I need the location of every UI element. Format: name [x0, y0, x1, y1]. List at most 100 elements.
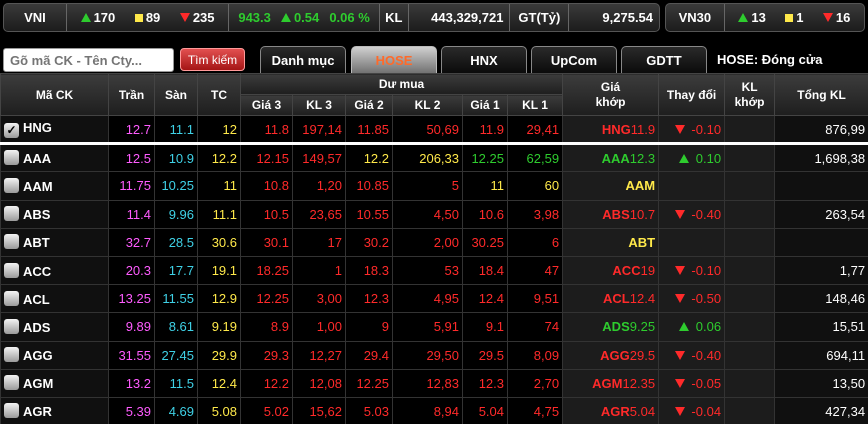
- bid-vol-2: 29,50: [392, 340, 463, 370]
- symbol-cell[interactable]: AAA: [0, 143, 109, 173]
- table-row[interactable]: AGM 13.2 11.5 12.4 12.2 12,08 12.25 12,83 12.3 2,…: [0, 368, 868, 398]
- tab-hnx[interactable]: HNX: [441, 46, 527, 74]
- bid-vol-1: 2,70: [506, 368, 564, 398]
- table-row[interactable]: AGG 31.55 27.45 29.9 29.3 12,27 29.4 29,50 29.5 8…: [0, 340, 868, 370]
- bid-vol-2: 5: [392, 171, 463, 201]
- bid-price-1: 9.1: [462, 312, 508, 342]
- checkbox-icon[interactable]: [4, 234, 19, 250]
- checkbox-icon[interactable]: [4, 290, 19, 306]
- header-symbol[interactable]: Mã CK: [0, 73, 109, 116]
- floor-price: 27.45: [154, 340, 198, 370]
- checkbox-icon[interactable]: [4, 347, 19, 363]
- table-row[interactable]: ACL 13.25 11.55 12.9 12.25 3,00 12.3 4,95 12.4 9,…: [0, 284, 868, 314]
- symbol-cell[interactable]: ABT: [0, 227, 109, 257]
- checkbox-icon[interactable]: [4, 206, 19, 222]
- bid-vol-1: 29,41: [506, 114, 564, 146]
- table-row[interactable]: ACC 20.3 17.7 19.1 18.25 1 18.3 53 18.4 47 ACC 19 -…: [0, 255, 868, 286]
- symbol-cell[interactable]: ABS: [0, 199, 109, 229]
- ref-price: 12.4: [197, 368, 241, 398]
- ceiling-price: 13.2: [108, 368, 155, 398]
- match-volume: [724, 312, 776, 342]
- tab-gdtt[interactable]: GDTT: [621, 46, 707, 74]
- match-volume: [724, 143, 776, 173]
- kl-label: KL: [385, 10, 403, 25]
- symbol-cell[interactable]: AGR: [0, 396, 109, 424]
- symbol-cell[interactable]: ✓ HNG: [0, 114, 109, 146]
- bid-vol-3: 1: [292, 255, 346, 286]
- header-ceiling[interactable]: Trần: [108, 73, 155, 116]
- search-button[interactable]: Tìm kiếm: [180, 48, 245, 71]
- bid-vol-1: 8,09: [506, 340, 564, 370]
- index-name: VNI: [24, 10, 46, 25]
- checkbox-icon[interactable]: [4, 403, 19, 419]
- ref-price: 12: [197, 114, 241, 146]
- table-row[interactable]: ADS 9.89 8.61 9.19 8.9 1,00 9 5,91 9.1 74 ADS 9.25 …: [0, 312, 868, 342]
- match-symbol: ADS: [602, 319, 630, 335]
- symbol-cell[interactable]: AGG: [0, 340, 109, 370]
- symbol-cell[interactable]: AGM: [0, 368, 109, 398]
- down-triangle-icon: [674, 294, 685, 304]
- header-match-vol[interactable]: KL khớp: [724, 73, 776, 116]
- table-row[interactable]: AGR 5.39 4.69 5.08 5.02 15,62 5.03 8,94 5.04 4,75…: [0, 396, 868, 424]
- floor-price: 10.9: [154, 143, 198, 173]
- index-change: 0.54: [293, 10, 320, 25]
- header-bid-group: Dư mua: [239, 73, 564, 95]
- table-row[interactable]: AAA 12.5 10.9 12.2 12.15 149,57 12.2 206,33 12.2…: [0, 143, 868, 173]
- symbol-cell[interactable]: AAM: [0, 171, 109, 201]
- symbol-label: AAM: [23, 178, 53, 194]
- bid-price-2: 30.2: [345, 227, 393, 257]
- header-match-price-label: Giá khớp: [595, 79, 626, 109]
- table-row[interactable]: ✓ HNG 12.7 11.1 12 11.8 197,14 11.85 50,69 11.9 29…: [0, 114, 868, 146]
- bid-vol-2: 50,69: [392, 114, 463, 146]
- index-change-pct: 0.06 %: [329, 10, 370, 25]
- bid-price-3: 30.1: [240, 227, 293, 257]
- checkbox-icon[interactable]: [4, 318, 19, 334]
- bid-price-1: 11: [462, 171, 508, 201]
- table-row[interactable]: ABS 11.4 9.96 11.1 10.5 23,65 10.55 4,50 10.6 3,9…: [0, 199, 868, 229]
- total-volume: 263,54: [774, 199, 868, 229]
- match-volume: [724, 227, 776, 257]
- symbol-cell[interactable]: ACL: [0, 284, 109, 314]
- checkbox-icon[interactable]: [4, 150, 19, 166]
- header-g3: Giá 3: [240, 94, 293, 116]
- unchanged-count: 89: [145, 10, 161, 25]
- symbol-label: ACC: [23, 263, 52, 279]
- symbol-cell[interactable]: ACC: [0, 255, 109, 286]
- header-match-price[interactable]: Giá khớp: [562, 73, 660, 116]
- change-value: -0.50: [687, 291, 722, 307]
- change-cell: 0.06: [658, 312, 726, 342]
- match-price-cell: ADS 9.25: [562, 312, 660, 342]
- bid-price-2: 29.4: [345, 340, 393, 370]
- bid-price-1: 5.04: [462, 396, 508, 424]
- match-symbol: ACL: [603, 291, 630, 307]
- checkbox-icon[interactable]: [4, 375, 19, 391]
- vn30-name: VN30: [678, 10, 712, 25]
- floor-price: 10.25: [154, 171, 198, 201]
- header-change[interactable]: Thay đổi: [658, 73, 726, 116]
- floor-price: 9.96: [154, 199, 198, 229]
- tab-upcom[interactable]: UpCom: [531, 46, 617, 74]
- bid-vol-1: 9,51: [506, 284, 564, 314]
- tab-hose[interactable]: HOSE: [351, 46, 437, 74]
- total-volume: 15,51: [774, 312, 868, 342]
- advances-count: 170: [93, 10, 116, 25]
- header-g2: Giá 2: [345, 94, 393, 116]
- tab-danh-muc[interactable]: Danh mục: [260, 46, 346, 74]
- header-ref[interactable]: TC: [197, 73, 241, 116]
- checkbox-checked-icon[interactable]: ✓: [4, 123, 19, 139]
- checkbox-icon[interactable]: [4, 262, 19, 278]
- ref-price: 12.9: [197, 284, 241, 314]
- symbol-label: HNG: [23, 120, 52, 136]
- table-row[interactable]: AAM 11.75 10.25 11 10.8 1,20 10.85 5 11 60 AAM: [0, 171, 868, 201]
- header-total-vol[interactable]: Tổng KL: [774, 73, 868, 116]
- ceiling-price: 11.75: [108, 171, 155, 201]
- symbol-cell[interactable]: ADS: [0, 312, 109, 342]
- bid-vol-3: 23,65: [292, 199, 346, 229]
- floor-price: 11.5: [154, 368, 198, 398]
- header-g1: Giá 1: [462, 94, 508, 116]
- header-floor[interactable]: Sàn: [154, 73, 198, 116]
- table-row[interactable]: ABT 32.7 28.5 30.6 30.1 17 30.2 2,00 30.25 6 ABT: [0, 227, 868, 257]
- search-input[interactable]: [3, 48, 174, 72]
- checkbox-icon[interactable]: [4, 177, 19, 193]
- down-triangle-icon: [674, 378, 685, 388]
